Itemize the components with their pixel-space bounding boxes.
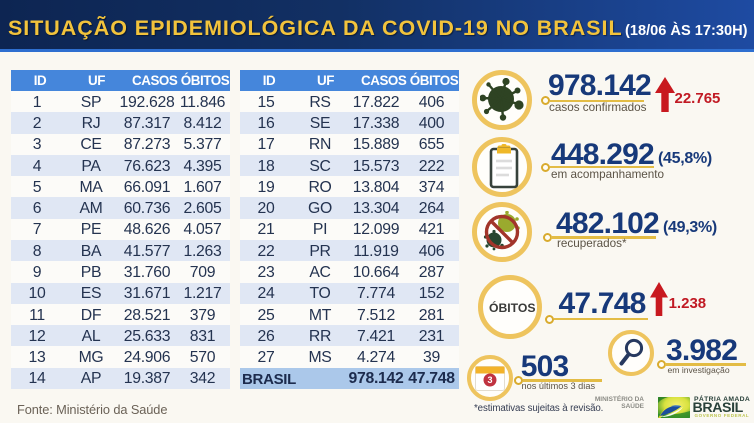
svg-text:3: 3 — [487, 375, 492, 385]
